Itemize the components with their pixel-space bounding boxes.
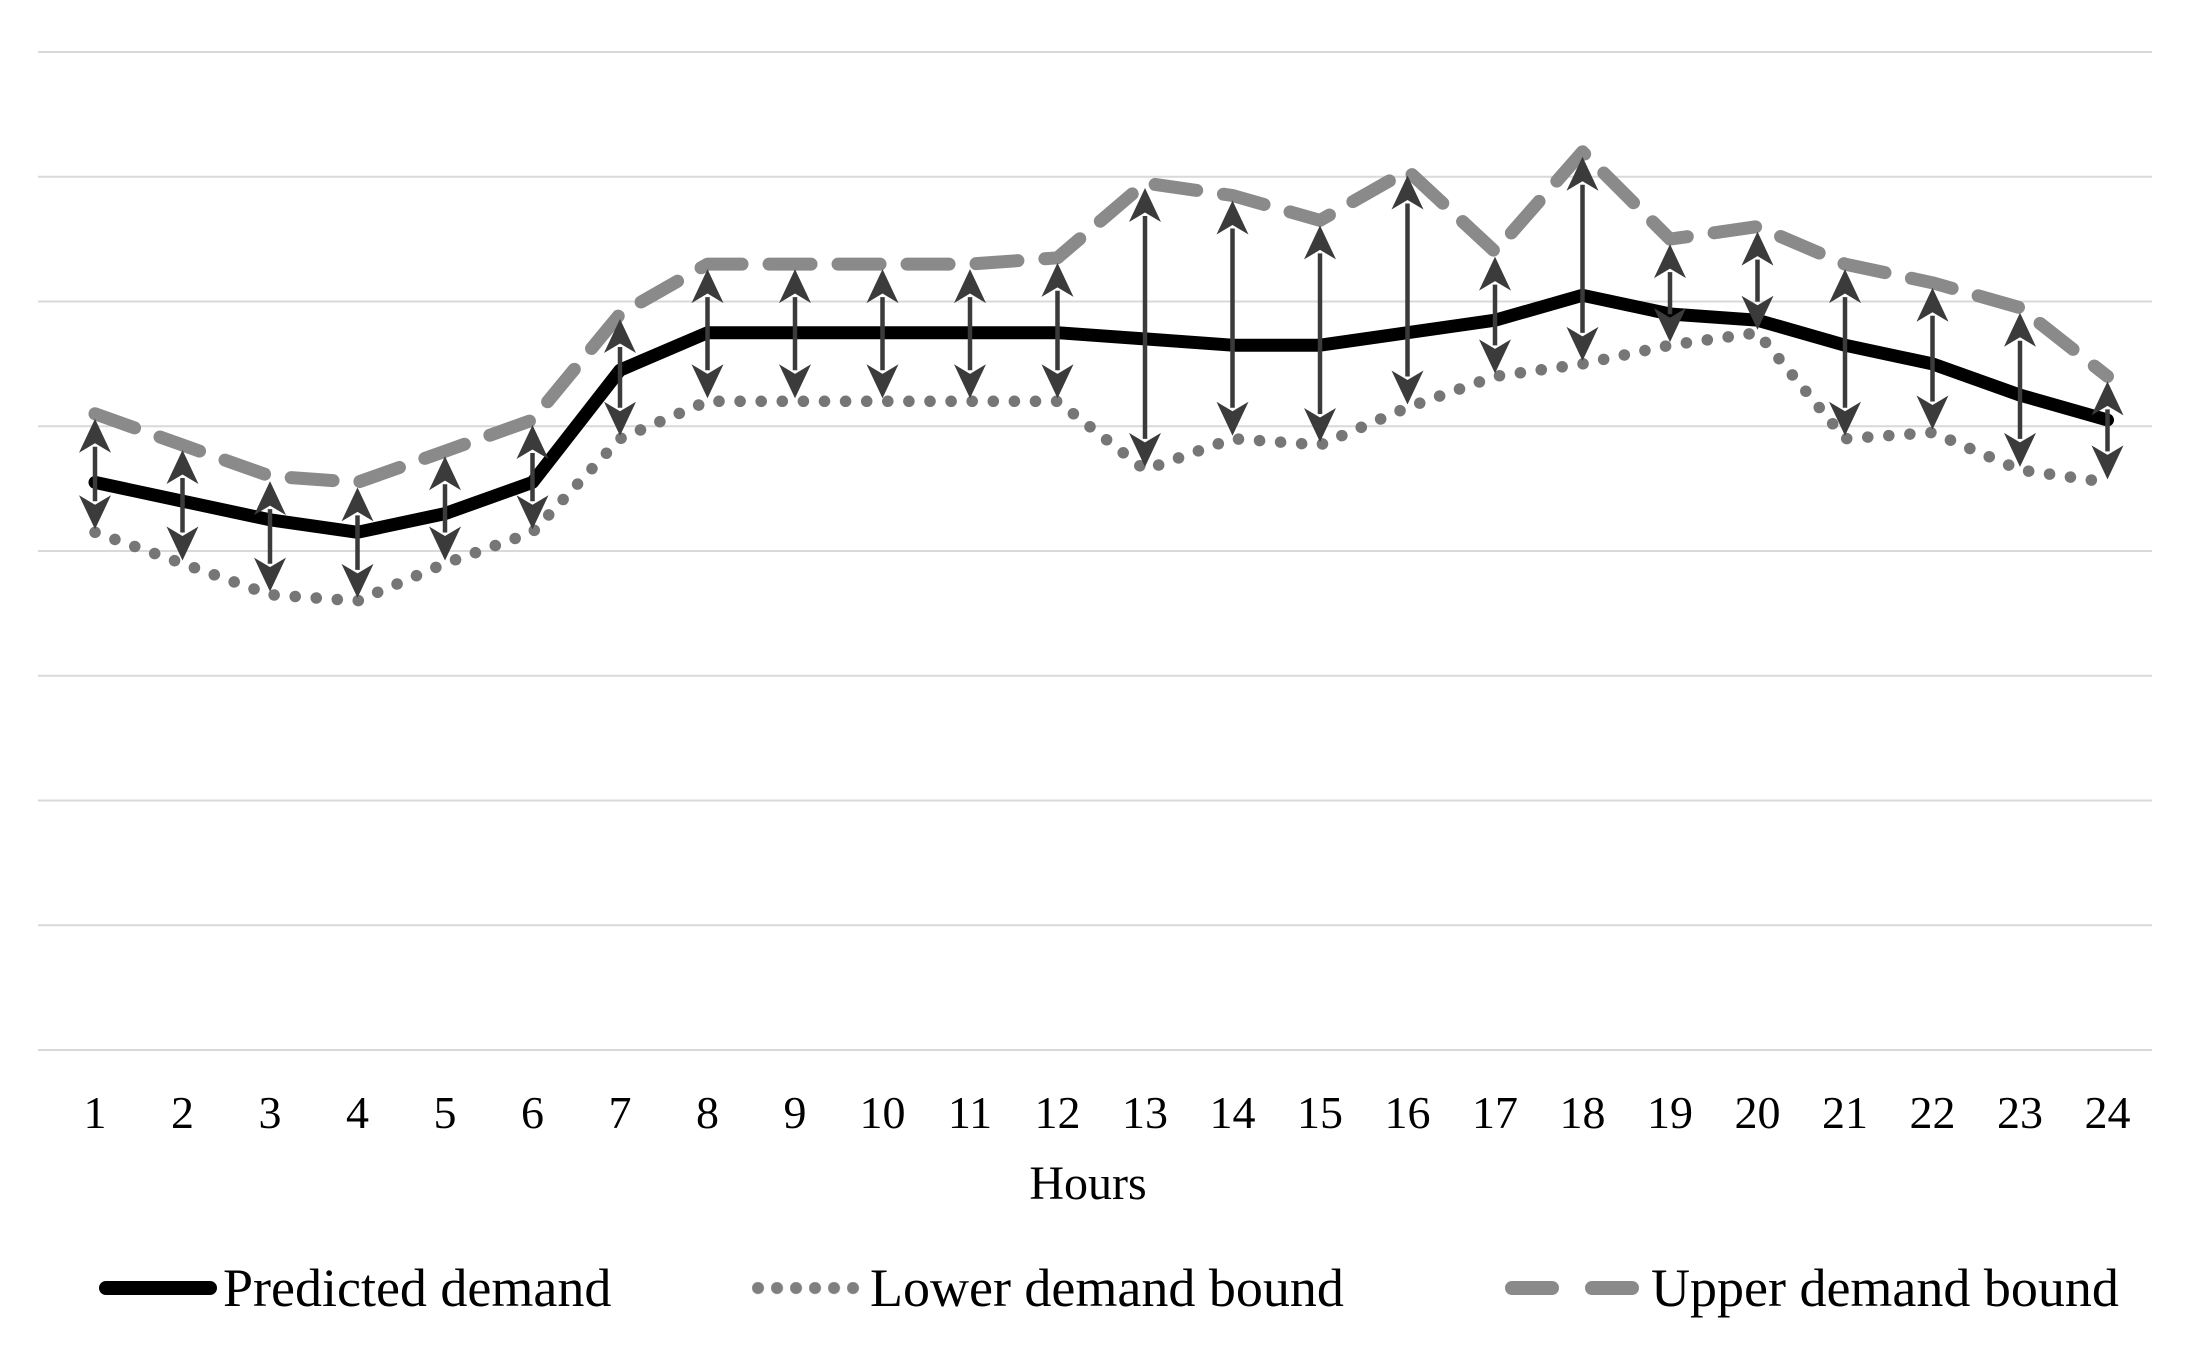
upper-demand-bound-line	[88, 145, 2114, 489]
bound-range-arrowhead-down	[79, 495, 111, 530]
legend-label-predicted-demand: Predicted demand	[223, 1258, 612, 1318]
bound-range-arrowhead-down	[1304, 407, 1336, 442]
bound-range-arrowhead-down	[1479, 339, 1511, 374]
x-axis-title: Hours	[1029, 1157, 1147, 1210]
bound-range-arrowhead-up	[604, 318, 636, 353]
bound-range-arrowhead-down	[1216, 401, 1249, 436]
bound-range-arrowhead-up	[254, 481, 286, 516]
bound-range-arrowhead-up	[1479, 256, 1511, 291]
legend-swatch-dotted-line	[752, 1281, 864, 1295]
bound-range-arrowhead-down	[1916, 395, 1949, 430]
legend-label-upper-demand-bound: Upper demand bound	[1651, 1258, 2119, 1318]
bound-range-arrowhead-up	[1391, 175, 1424, 210]
bound-range-arrowhead-down	[1566, 326, 1599, 361]
legend-item-predicted-demand: Predicted demand	[99, 1248, 611, 1328]
bound-range-arrowhead-down	[1391, 370, 1424, 405]
bound-range-arrowhead-down	[1129, 432, 1161, 467]
bound-range-arrowhead-down	[341, 563, 374, 598]
legend-swatch-solid-line	[99, 1281, 217, 1295]
bound-range-arrowhead-up	[516, 425, 549, 460]
bound-range-arrowhead-up	[1916, 287, 1949, 322]
bound-range-arrowhead-up	[1216, 200, 1249, 235]
bound-range-arrowhead-down	[779, 364, 811, 399]
bound-range-arrowhead-up	[1566, 156, 1599, 191]
bound-range-arrowhead-down	[691, 364, 724, 399]
bound-range-arrowhead-up	[1041, 262, 1074, 297]
bound-range-arrowhead-up	[2091, 381, 2124, 416]
bound-range-arrowhead-up	[1741, 231, 1774, 266]
bound-range-arrowhead-down	[429, 526, 461, 561]
legend-item-lower-demand-bound: Lower demand bound	[752, 1248, 1344, 1328]
bound-range-arrowhead-down	[1041, 364, 1074, 399]
bound-range-arrowhead-up	[1129, 187, 1161, 222]
bound-range-arrowhead-down	[866, 364, 899, 399]
legend-swatch-dashed-line	[1505, 1281, 1639, 1295]
bound-range-arrowhead-up	[779, 269, 811, 304]
bound-range-arrowhead-down	[2091, 445, 2124, 480]
bound-range-arrowhead-up	[691, 269, 724, 304]
bound-range-arrowhead-up	[341, 487, 374, 522]
bound-range-arrowhead-up	[429, 456, 461, 491]
bound-range-arrowhead-up	[1304, 225, 1336, 260]
bound-range-arrowhead-down	[2004, 432, 2036, 467]
bound-range-arrowhead-down	[1829, 401, 1861, 436]
bound-range-arrowhead-down	[604, 401, 636, 436]
legend: Predicted demand Lower demand bound Uppe…	[0, 1248, 2186, 1328]
bound-range-arrowhead-down	[1654, 308, 1686, 343]
bound-range-arrowhead-up	[1654, 244, 1686, 279]
legend-item-upper-demand-bound: Upper demand bound	[1505, 1248, 2119, 1328]
bound-range-arrowhead-down	[954, 364, 986, 399]
bound-range-arrowhead-down	[1741, 295, 1774, 330]
bound-range-arrowhead-up	[79, 418, 111, 453]
bound-range-arrowhead-up	[1829, 269, 1861, 304]
bound-range-arrowhead-down	[254, 557, 286, 592]
predicted-demand-line	[88, 288, 2114, 539]
bound-range-arrowhead-down	[166, 526, 199, 561]
bound-range-arrowhead-up	[866, 269, 899, 304]
bound-range-arrowhead-up	[2004, 312, 2036, 347]
bound-range-arrowhead-up	[954, 269, 986, 304]
legend-label-lower-demand-bound: Lower demand bound	[870, 1258, 1344, 1318]
bound-range-arrowhead-down	[516, 495, 549, 530]
bound-range-arrowhead-up	[166, 449, 199, 484]
